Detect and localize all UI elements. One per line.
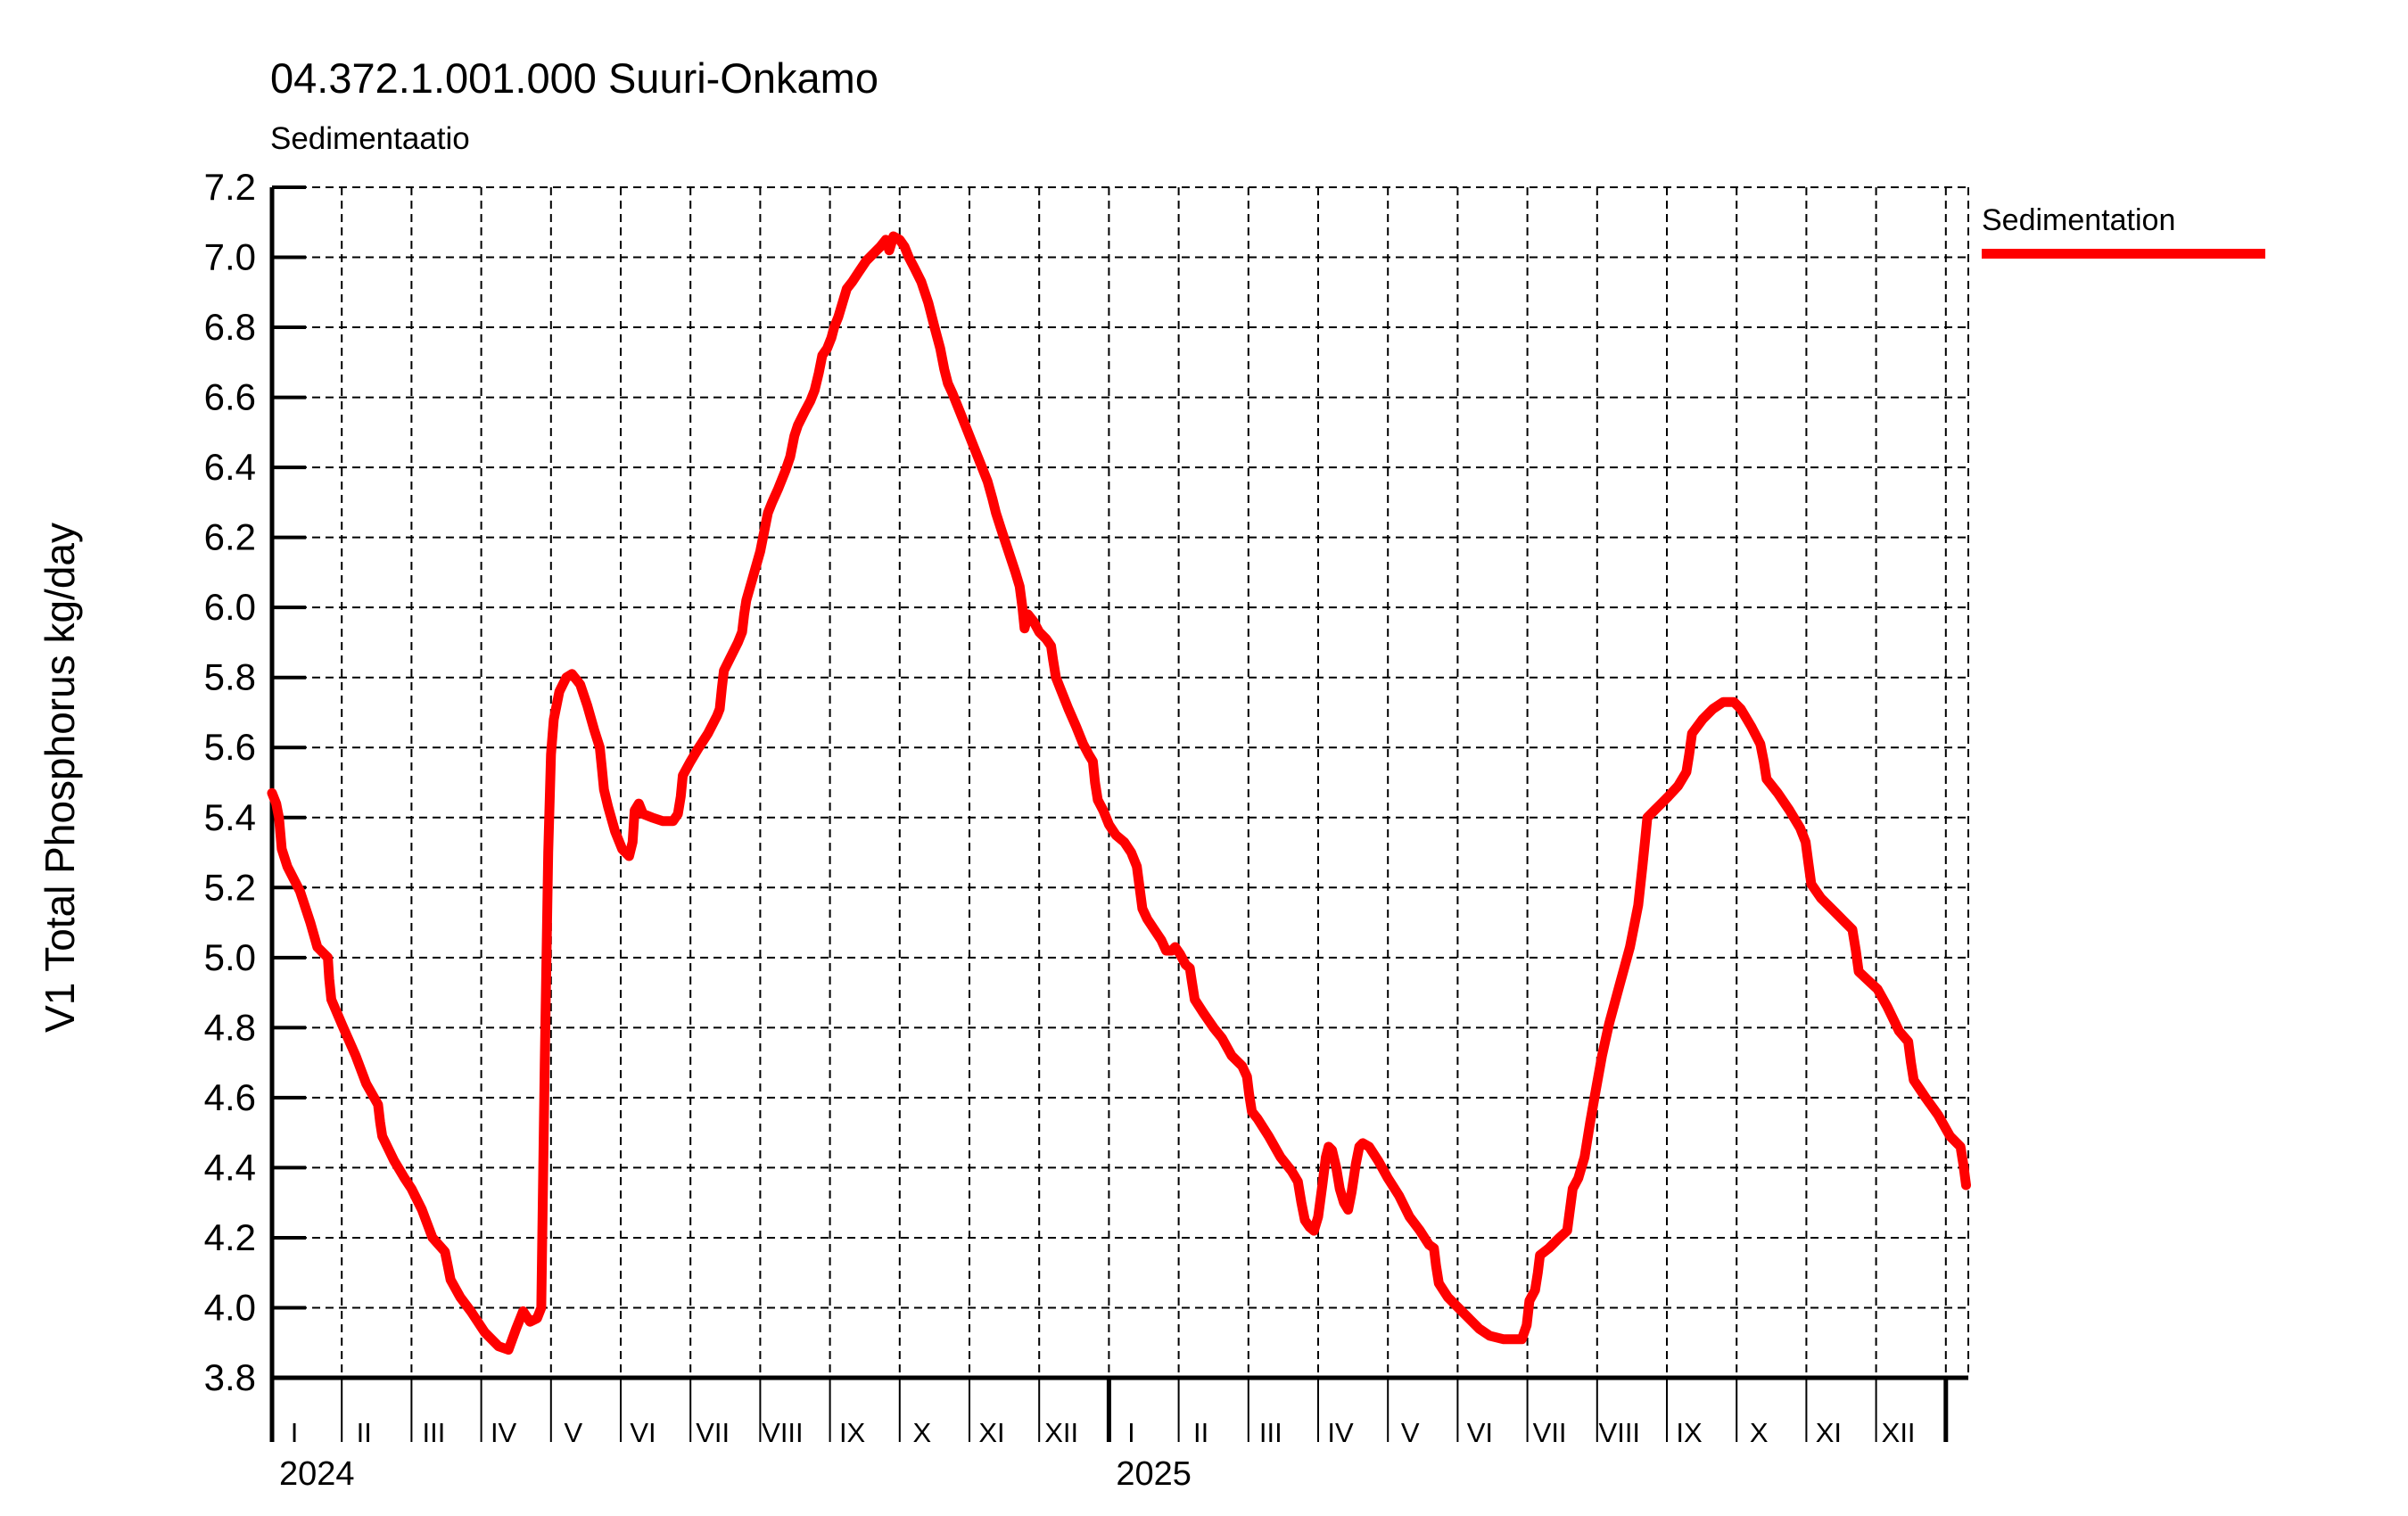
svg-text:4.0: 4.0: [204, 1286, 256, 1328]
svg-text:VII: VII: [696, 1417, 730, 1448]
svg-text:IV: IV: [491, 1417, 517, 1448]
svg-text:IX: IX: [1676, 1417, 1703, 1448]
svg-text:4.6: 4.6: [204, 1076, 256, 1118]
svg-text:XII: XII: [1882, 1417, 1916, 1448]
svg-text:5.2: 5.2: [204, 866, 256, 908]
svg-text:X: X: [1750, 1417, 1769, 1448]
svg-text:5.4: 5.4: [204, 796, 256, 838]
svg-text:5.6: 5.6: [204, 726, 256, 768]
svg-text:6.6: 6.6: [204, 376, 256, 418]
svg-text:VI: VI: [1467, 1417, 1493, 1448]
svg-text:VIII: VIII: [1599, 1417, 1641, 1448]
svg-text:V: V: [564, 1417, 582, 1448]
svg-text:X: X: [912, 1417, 931, 1448]
svg-text:III: III: [1259, 1417, 1282, 1448]
svg-text:3.8: 3.8: [204, 1356, 256, 1398]
svg-text:2024: 2024: [279, 1455, 355, 1493]
svg-text:6.4: 6.4: [204, 446, 256, 488]
svg-text:VIII: VIII: [762, 1417, 804, 1448]
svg-text:2025: 2025: [1116, 1455, 1192, 1493]
svg-text:6.8: 6.8: [204, 306, 256, 348]
svg-text:5.0: 5.0: [204, 936, 256, 978]
svg-text:4.2: 4.2: [204, 1216, 256, 1258]
svg-text:XI: XI: [1816, 1417, 1842, 1448]
svg-text:5.8: 5.8: [204, 656, 256, 698]
svg-text:IX: IX: [839, 1417, 866, 1448]
chart-title: 04.372.1.001.000 Suuri-Onkamo: [270, 54, 878, 102]
svg-text:4.8: 4.8: [204, 1006, 256, 1048]
svg-text:VII: VII: [1533, 1417, 1567, 1448]
legend: Sedimentation: [1982, 203, 2276, 259]
svg-text:6.0: 6.0: [204, 586, 256, 628]
svg-text:III: III: [422, 1417, 445, 1448]
legend-label: Sedimentation: [1982, 203, 2176, 237]
svg-text:IV: IV: [1327, 1417, 1354, 1448]
svg-text:7.0: 7.0: [204, 236, 256, 278]
svg-text:4.4: 4.4: [204, 1146, 256, 1188]
legend-line-swatch: [1982, 249, 2265, 259]
svg-text:7.2: 7.2: [204, 166, 256, 208]
svg-text:II: II: [1193, 1417, 1208, 1448]
svg-text:XI: XI: [978, 1417, 1004, 1448]
svg-text:V: V: [1401, 1417, 1420, 1448]
svg-text:I: I: [291, 1417, 299, 1448]
svg-text:VI: VI: [630, 1417, 656, 1448]
svg-text:6.2: 6.2: [204, 516, 256, 558]
svg-text:II: II: [357, 1417, 372, 1448]
chart-subtitle: Sedimentaatio: [270, 121, 470, 156]
svg-text:XII: XII: [1044, 1417, 1078, 1448]
svg-text:I: I: [1127, 1417, 1135, 1448]
sedimentation-line: [267, 231, 1971, 1355]
